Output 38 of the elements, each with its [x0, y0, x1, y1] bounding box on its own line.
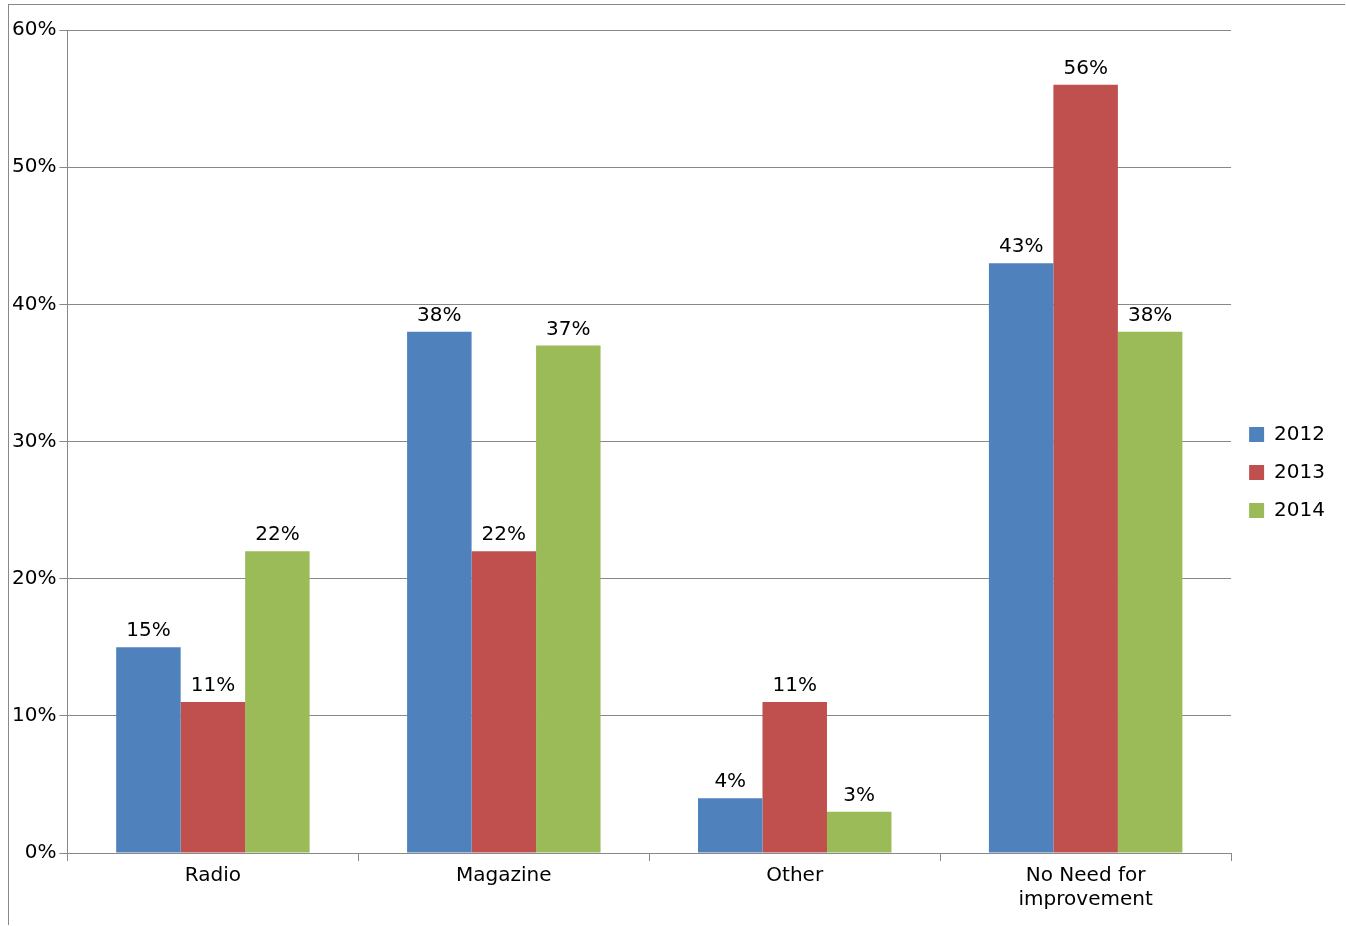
data-label: 11%	[190, 672, 236, 697]
x-tick-label: Magazine	[456, 862, 552, 887]
x-tick-label: No Need for improvement	[1018, 862, 1153, 911]
legend-label: 2013	[1274, 458, 1326, 483]
y-tick-label: 10%	[12, 702, 57, 727]
data-label: 37%	[546, 315, 591, 340]
data-label: 38%	[1127, 301, 1173, 326]
y-tick-label: 40%	[12, 290, 57, 315]
x-tick-label: Radio	[184, 862, 242, 887]
bar	[826, 811, 892, 853]
data-label: 38%	[417, 301, 462, 326]
bar	[698, 798, 763, 853]
y-tick-label: 20%	[12, 564, 57, 589]
data-label: 43%	[998, 233, 1044, 258]
bar	[471, 551, 537, 853]
data-label: 56%	[1063, 55, 1108, 80]
data-label: 11%	[772, 672, 817, 697]
data-label: 15%	[126, 617, 171, 642]
x-tick-label: Other	[766, 862, 824, 887]
bar	[180, 702, 246, 853]
data-label: 4%	[714, 768, 747, 793]
bar	[536, 345, 601, 853]
bar	[407, 331, 472, 853]
legend-label: 2014	[1274, 496, 1326, 521]
y-tick-label: 60%	[12, 16, 57, 41]
y-tick-label: 30%	[12, 427, 57, 452]
bar	[1053, 84, 1118, 853]
bar	[988, 263, 1054, 853]
bar	[116, 647, 181, 853]
data-label: 22%	[255, 521, 300, 546]
bar	[245, 551, 310, 853]
y-tick-label: 50%	[12, 153, 57, 178]
data-label: 3%	[843, 782, 876, 807]
legend-label: 2012	[1274, 420, 1326, 445]
bar	[1117, 331, 1183, 853]
data-label: 22%	[481, 521, 527, 546]
y-tick-label: 0%	[24, 839, 57, 864]
bar	[762, 702, 827, 853]
